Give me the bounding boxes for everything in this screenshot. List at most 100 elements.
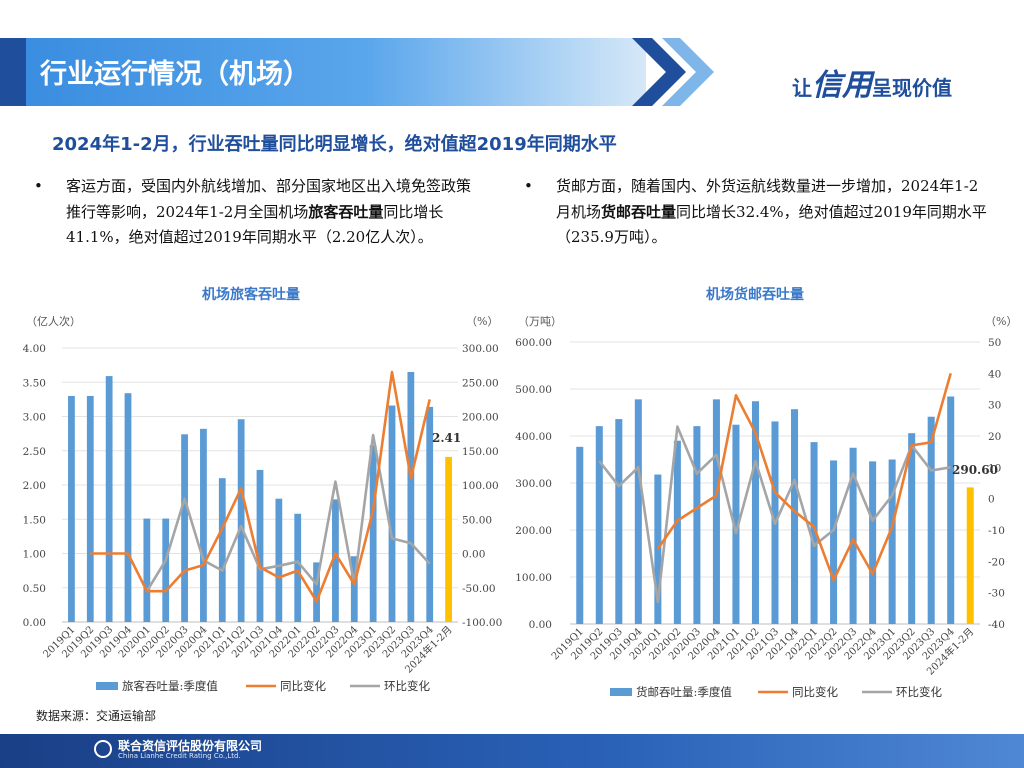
bar: [86, 395, 94, 622]
bar: [732, 424, 740, 624]
slogan-suffix: 呈现价值: [872, 76, 952, 100]
bar: [595, 426, 603, 624]
data-source: 数据来源：交通运输部: [36, 709, 157, 723]
bar: [791, 409, 799, 624]
bar: [947, 396, 955, 624]
y-tick-label: 3.00: [23, 412, 46, 424]
y2-tick-label: 200.00: [462, 412, 499, 424]
bar: [350, 556, 358, 622]
data-label: 290.60: [952, 463, 998, 477]
footer-company: 联合资信评估股份有限公司: [118, 739, 263, 753]
bar: [615, 419, 623, 624]
passenger-y-unit: （亿人次）: [26, 315, 81, 328]
bar: [313, 562, 320, 622]
section-subtitle: 2024年1-2月，行业吞吐量同比明显增长，绝对值超2019年同期水平: [52, 134, 617, 155]
bar: [966, 487, 974, 624]
legend-bar-swatch: [610, 688, 632, 696]
bullet-right-text2: 同比增长32.4%，绝对值超过2019年同期水平（235.9万吨）。: [556, 202, 987, 247]
y2-tick-label: -10: [988, 525, 1005, 537]
legend-label: 环比变化: [384, 679, 430, 693]
bar: [369, 445, 377, 622]
bullet-marker: •: [524, 177, 533, 195]
title-banner: [26, 38, 646, 106]
chart-title-cargo: 机场货邮吞吐量: [706, 287, 804, 303]
bar: [237, 419, 245, 622]
legend-label: 同比变化: [280, 679, 326, 693]
y2-tick-label: -50.00: [462, 583, 496, 595]
bullet-right-bold: 货邮吞吐量: [601, 202, 677, 221]
bullet-right-text1: 货邮方面，随着国内、外货运航线数量进一步增加，2024年1-2月机场: [556, 177, 979, 221]
y2-tick-label: -40: [988, 619, 1005, 631]
bullet-left-text1: 客运方面，受国内外航线增加、部分国家地区出入境免签政策推行等影响，2024年1-…: [66, 177, 472, 221]
passenger-y2-unit: （%）: [466, 315, 499, 328]
slogan-prefix: 让: [792, 76, 812, 100]
bar: [256, 469, 264, 622]
y-tick-label: 500.00: [515, 384, 552, 396]
yoy-line: [90, 370, 431, 603]
legend-label: 货邮吞吐量:季度值: [636, 685, 732, 699]
cargo-y-unit: （万吨）: [518, 315, 562, 328]
y2-tick-label: 0: [988, 494, 995, 506]
y-tick-label: 0.00: [23, 617, 46, 629]
qoq-line: [145, 433, 431, 592]
bar: [908, 433, 916, 624]
y-tick-label: 100.00: [515, 572, 552, 584]
header-accent-bar: [0, 38, 26, 106]
bar: [830, 460, 838, 624]
y2-tick-label: -20: [988, 556, 1005, 568]
legend-label: 环比变化: [896, 685, 942, 699]
cargo-chart: 0.00 100.00 200.00 300.00 400.00 500.00 600.00…: [515, 337, 1005, 699]
footer-company-en: China Lianhe Credit Rating Co.,Ltd.: [118, 752, 241, 760]
y-tick-label: 2.50: [23, 446, 46, 458]
bar: [124, 393, 132, 622]
bar: [162, 518, 170, 622]
bar: [810, 442, 818, 624]
qoq-line: [598, 425, 951, 604]
y-tick-label: 1.00: [23, 549, 46, 561]
bar: [181, 434, 188, 622]
bar: [849, 447, 857, 624]
legend-label: 同比变化: [792, 685, 838, 699]
bar: [294, 513, 302, 622]
y-tick-label: 1.50: [23, 514, 46, 526]
footer-bar: [0, 734, 1024, 768]
chevron-arrows-icon: [632, 38, 714, 106]
y-tick-label: 300.00: [515, 478, 552, 490]
bullet-left: • 客运方面，受国内外航线增加、部分国家地区出入境免签政策推行等影响，2024年1…: [34, 174, 478, 251]
y-tick-label: 0.00: [529, 619, 552, 631]
y-tick-label: 4.00: [23, 343, 46, 355]
brand-slogan: 让信用呈现价值: [792, 60, 952, 104]
bullet-right: • 货邮方面，随着国内、外货运航线数量进一步增加，2024年1-2月机场货邮吞吐量…: [524, 174, 988, 251]
y-tick-label: 200.00: [515, 525, 552, 537]
bar: [426, 406, 434, 622]
slogan-big: 信用: [812, 68, 872, 103]
y2-tick-label: 100.00: [462, 480, 499, 492]
y2-tick-label: 0.00: [462, 549, 485, 561]
bar: [673, 440, 681, 624]
bar: [275, 498, 283, 622]
bar: [143, 518, 151, 622]
y2-tick-label: 150.00: [462, 446, 499, 458]
y2-tick-label: 30: [988, 400, 1001, 412]
bar: [445, 456, 452, 622]
bar: [693, 426, 701, 624]
passenger-chart: 0.00 0.50 1.00 1.50 2.00 2.50 3.00 3.50 4.00 -100…: [23, 343, 503, 693]
bar: [218, 478, 226, 622]
y-tick-label: 3.50: [23, 377, 46, 389]
bar: [751, 401, 759, 624]
chart-title-passenger: 机场旅客吞吐量: [202, 287, 300, 303]
bullet-left-bold: 旅客吞吐量: [308, 202, 384, 221]
bar: [407, 371, 415, 622]
y2-tick-label: 250.00: [462, 377, 499, 389]
y-tick-label: 400.00: [515, 431, 552, 443]
y2-tick-label: 20: [988, 431, 1001, 443]
y2-tick-label: 50.00: [462, 514, 492, 526]
bullet-marker: •: [34, 177, 43, 195]
y2-tick-label: -100.00: [462, 617, 502, 629]
bar: [654, 474, 662, 624]
bullet-left-text2: 同比增长41.1%，绝对值超过2019年同期水平（2.20亿人次）。: [66, 202, 444, 247]
y-tick-label: 2.00: [23, 480, 46, 492]
y-tick-label: 600.00: [515, 337, 552, 349]
legend-label: 旅客吞吐量:季度值: [122, 679, 218, 693]
y2-tick-label: 40: [988, 368, 1001, 380]
